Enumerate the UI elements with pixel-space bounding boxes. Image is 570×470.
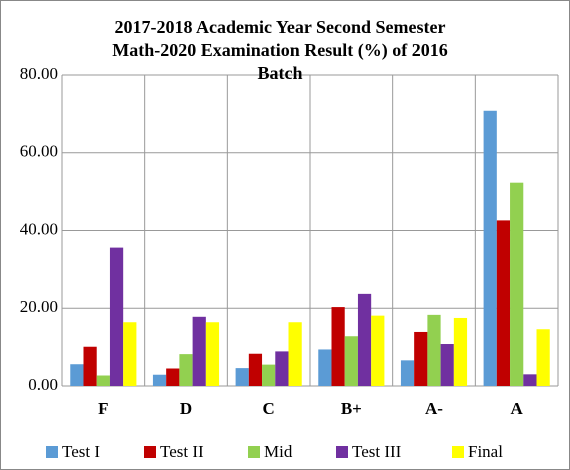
bar [371,315,385,386]
bar [510,182,524,386]
bar [331,307,345,386]
x-tick-label: F [98,399,108,418]
bar [318,349,332,386]
legend-swatch [144,446,156,458]
bar [109,247,124,386]
y-tick-label: 40.00 [20,219,58,238]
bar [453,317,468,386]
bar [288,322,302,386]
bar [523,374,537,386]
bar [205,322,220,386]
bar [248,353,263,386]
legend-swatch [452,446,464,458]
bar [427,314,441,386]
x-tick-label: A- [425,399,443,418]
bar [400,360,415,386]
bar [235,368,249,386]
legend-swatch [336,446,348,458]
x-tick-label: D [180,399,192,418]
x-tick-label: A [511,399,524,418]
legend-swatch [248,446,260,458]
legend-label: Final [468,442,503,461]
bar [496,220,511,386]
x-tick-label: B+ [341,399,362,418]
bar [275,351,289,386]
bar [414,331,428,386]
bar [344,336,358,386]
bar [166,368,180,386]
bar [440,344,454,386]
bar [152,374,167,386]
bar [357,293,372,386]
y-tick-label: 60.00 [20,142,58,161]
y-tick-label: 0.00 [28,375,58,394]
bar [483,110,497,386]
bar [192,316,206,386]
y-tick-label: 20.00 [20,297,58,316]
bar [536,329,550,386]
legend-label: Mid [264,442,293,461]
bar [70,364,84,386]
bar [123,322,137,386]
x-tick-label: C [263,399,275,418]
legend-swatch [46,446,58,458]
bar [262,364,276,386]
bar [96,375,110,386]
bar [179,354,193,386]
legend-label: Test II [160,442,204,461]
chart-title: 2017-2018 Academic Year Second Semester … [112,17,448,83]
bar [83,346,97,386]
y-tick-label: 80.00 [20,64,58,83]
legend-label: Test III [352,442,402,461]
legend-label: Test I [62,442,100,461]
